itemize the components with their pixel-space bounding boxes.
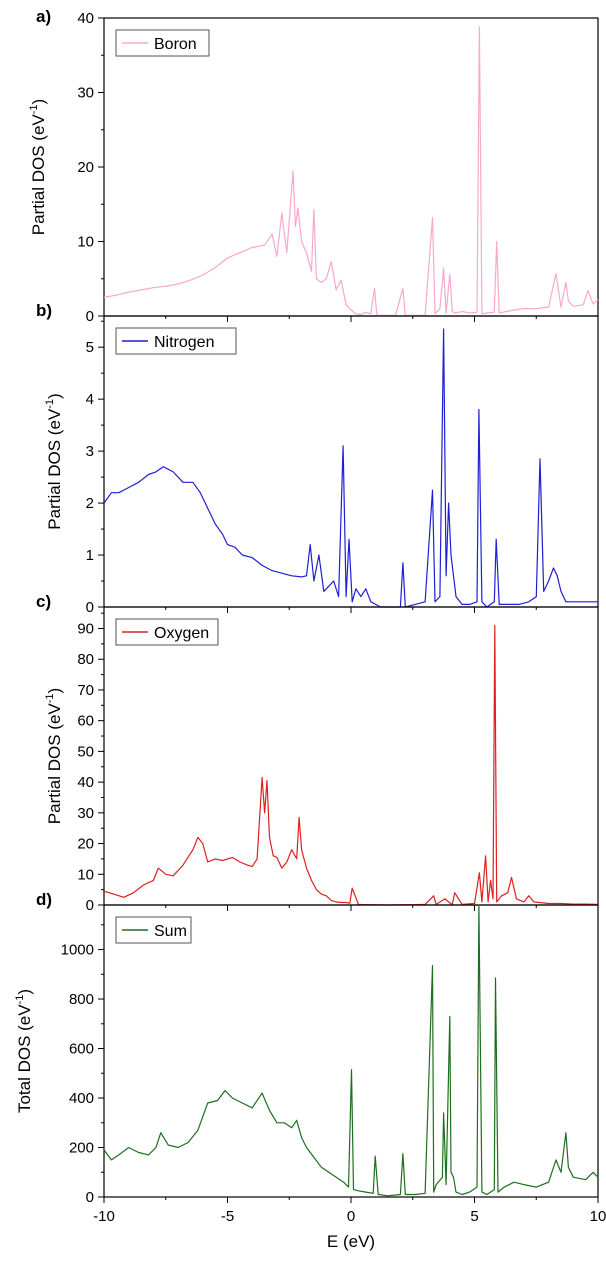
panel-a-ytick-label: 40 bbox=[77, 10, 94, 27]
panel-c-ytick-label: 40 bbox=[77, 774, 94, 791]
x-axis-title: E (eV) bbox=[327, 1232, 375, 1251]
panel-c-ytick-label: 50 bbox=[77, 743, 94, 760]
panel-d-legend-box bbox=[115, 916, 192, 944]
panel-c-ytick-label: 30 bbox=[77, 805, 94, 822]
panel-b-ytick-label: 0 bbox=[86, 599, 94, 616]
panel-d-ytick-label: 800 bbox=[69, 991, 94, 1008]
panel-c-label: c) bbox=[36, 592, 51, 611]
panel-c-legend-label: Oxygen bbox=[154, 625, 209, 642]
panel-d-ytick-label: 400 bbox=[69, 1090, 94, 1107]
panel-a-frame bbox=[103, 17, 599, 317]
panel-d-ytick-label: 600 bbox=[69, 1041, 94, 1058]
panel-b-label: b) bbox=[36, 301, 52, 320]
panel-d-xtick-label: 0 bbox=[347, 1208, 355, 1225]
panel-d-frame bbox=[103, 904, 599, 1198]
panel-d-ytick-label: 0 bbox=[86, 1189, 94, 1206]
panel-a-ytick-label: 30 bbox=[77, 85, 94, 102]
panel-c-frame bbox=[103, 606, 599, 906]
panel-c-ytick-label: 90 bbox=[77, 621, 94, 638]
panel-d-xtick-label: -10 bbox=[93, 1208, 115, 1225]
panel-b-ytick-label: 5 bbox=[86, 339, 94, 356]
panel-c-ytick-label: 10 bbox=[77, 866, 94, 883]
panel-a-ytick-label: 0 bbox=[86, 308, 94, 325]
panel-a-y-axis-title: Partial DOS (eV-1) bbox=[28, 99, 48, 235]
panel-d-legend-label: Sum bbox=[154, 923, 187, 940]
panel-d-y-axis-title: Total DOS (eV-1) bbox=[14, 989, 34, 1113]
panel-d-xtick-label: -5 bbox=[221, 1208, 234, 1225]
panel-a-legend-label: Boron bbox=[154, 36, 197, 53]
panel-c-ytick-label: 20 bbox=[77, 836, 94, 853]
panel-a-legend-box bbox=[115, 29, 210, 57]
panel-b-ytick-label: 3 bbox=[86, 443, 94, 460]
panel-a-ytick-label: 20 bbox=[77, 159, 94, 176]
panel-c-ytick-label: 60 bbox=[77, 713, 94, 730]
panel-a-ytick-label: 10 bbox=[77, 234, 94, 251]
panel-b-ytick-label: 1 bbox=[86, 547, 94, 564]
panel-c-ytick-label: 80 bbox=[77, 651, 94, 668]
panel-b-y-axis-title: Partial DOS (eV-1) bbox=[44, 393, 64, 529]
panel-b-ytick-label: 4 bbox=[86, 391, 94, 408]
panel-a-series-line bbox=[103, 26, 599, 316]
panel-b-series-line bbox=[103, 328, 598, 608]
panel-d-xtick-label: 5 bbox=[470, 1208, 478, 1225]
panel-d-xtick-label: 10 bbox=[590, 1208, 606, 1225]
panel-c-ytick-label: 0 bbox=[86, 897, 94, 914]
panel-c-ytick-label: 70 bbox=[77, 682, 94, 699]
panel-a-label: a) bbox=[36, 7, 51, 26]
panel-c-y-axis-title: Partial DOS (eV-1) bbox=[44, 688, 64, 824]
panel-b-legend-label: Nitrogen bbox=[154, 334, 214, 351]
panel-d-label: d) bbox=[36, 890, 52, 909]
panel-d-ytick-label: 200 bbox=[69, 1140, 94, 1157]
panel-b-frame bbox=[103, 315, 599, 608]
panel-d-series-line bbox=[103, 904, 599, 1197]
panel-d-ytick-label: 1000 bbox=[61, 942, 94, 959]
panel-c-series-line bbox=[103, 624, 599, 906]
panel-b-ytick-label: 2 bbox=[86, 495, 94, 512]
